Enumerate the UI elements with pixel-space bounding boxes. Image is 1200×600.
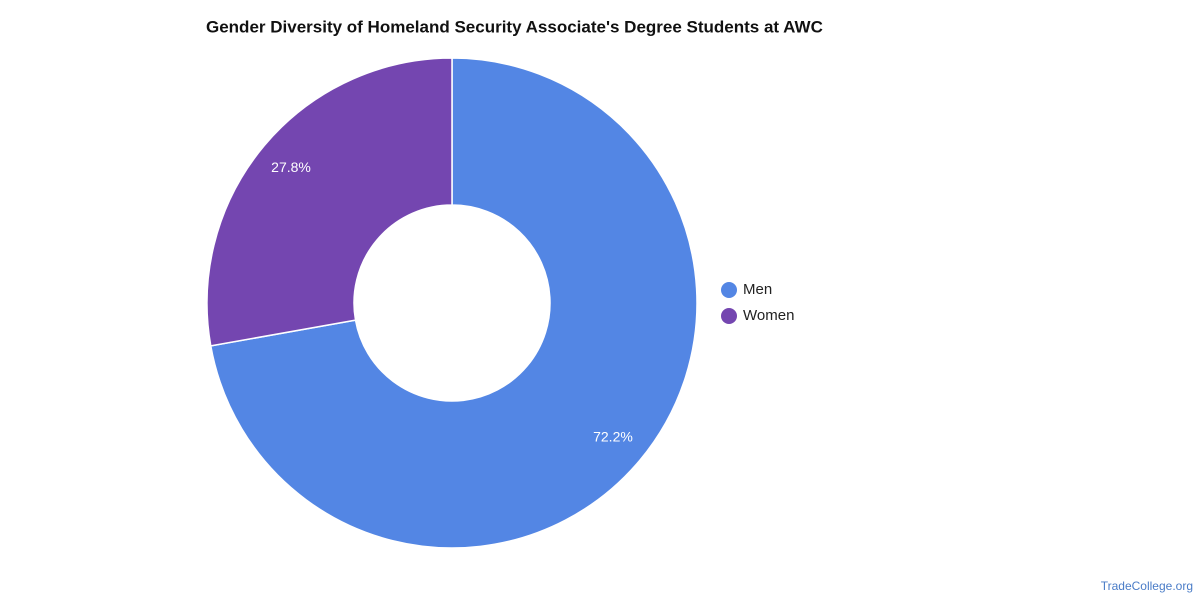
legend-label: Women [743, 307, 794, 324]
legend-label: Men [743, 281, 772, 298]
donut-slice [209, 57, 698, 549]
source-credit: TradeCollege.org [1101, 579, 1193, 593]
donut-slice [206, 57, 453, 347]
legend-swatch [721, 282, 737, 298]
slice-label: 27.8% [271, 159, 311, 175]
slice-label: 72.2% [593, 429, 633, 445]
chart-title: Gender Diversity of Homeland Security As… [206, 17, 823, 36]
legend-swatch [721, 308, 737, 324]
